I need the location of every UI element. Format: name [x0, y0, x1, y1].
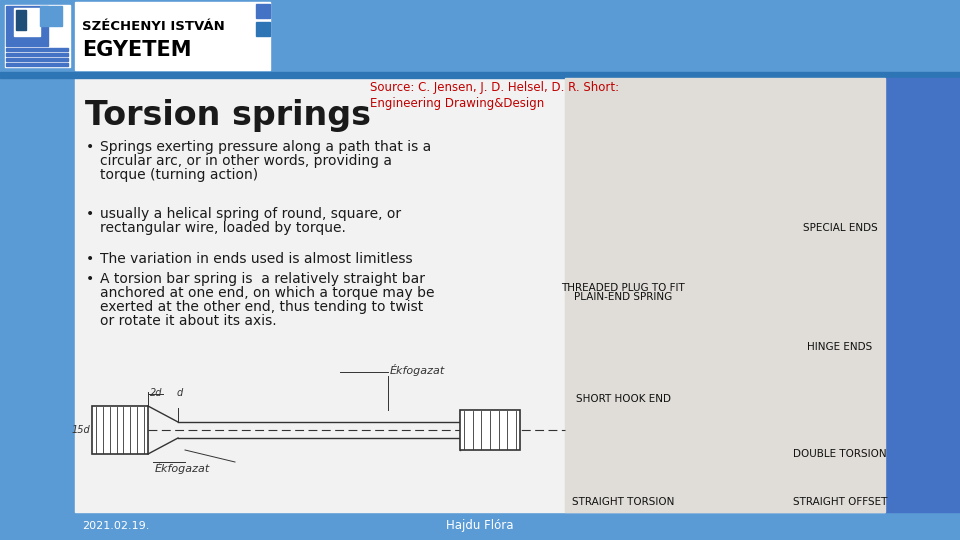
Bar	[6, 63, 68, 66]
Bar	[92, 406, 148, 454]
Text: SPECIAL ENDS: SPECIAL ENDS	[803, 223, 877, 233]
Text: Source: C. Jensen, J. D. Helsel, D. R. Short:: Source: C. Jensen, J. D. Helsel, D. R. S…	[370, 82, 619, 94]
Text: 15d: 15d	[71, 425, 90, 435]
Bar	[5, 5, 70, 67]
Text: d: d	[177, 388, 183, 398]
Bar	[885, 78, 960, 512]
Text: Springs exerting pressure along a path that is a: Springs exerting pressure along a path t…	[100, 140, 431, 154]
Text: exerted at the other end, thus tending to twist: exerted at the other end, thus tending t…	[100, 300, 423, 314]
Text: or rotate it about its axis.: or rotate it about its axis.	[100, 314, 276, 328]
Bar	[16, 10, 26, 30]
Text: Engineering Drawing&Design: Engineering Drawing&Design	[370, 98, 544, 111]
Bar	[6, 58, 68, 61]
Bar	[6, 48, 68, 51]
Bar	[256, 22, 270, 36]
Bar	[2, 2, 73, 70]
Text: usually a helical spring of round, square, or: usually a helical spring of round, squar…	[100, 207, 401, 221]
Bar	[75, 2, 270, 70]
Text: DOUBLE TORSION: DOUBLE TORSION	[793, 449, 887, 459]
Text: •: •	[86, 140, 94, 154]
Text: circular arc, or in other words, providing a: circular arc, or in other words, providi…	[100, 154, 392, 168]
Text: Torsion springs: Torsion springs	[85, 99, 371, 132]
Text: torque (turning action): torque (turning action)	[100, 168, 258, 182]
Bar	[0, 512, 960, 540]
Text: 2021.02.19.: 2021.02.19.	[82, 521, 150, 531]
Text: •: •	[86, 252, 94, 266]
Bar	[40, 6, 62, 26]
Text: A torsion bar spring is  a relatively straight bar: A torsion bar spring is a relatively str…	[100, 272, 425, 286]
Bar	[6, 6, 48, 46]
Text: SZÉCHENYI ISTVÁN: SZÉCHENYI ISTVÁN	[82, 19, 225, 32]
Text: •: •	[86, 207, 94, 221]
Bar	[0, 72, 960, 78]
Bar	[0, 0, 960, 72]
Text: •: •	[86, 272, 94, 286]
Text: SHORT HOOK END: SHORT HOOK END	[575, 394, 670, 404]
Text: PLAIN-END SPRING: PLAIN-END SPRING	[574, 292, 672, 302]
Text: anchored at one end, on which a torque may be: anchored at one end, on which a torque m…	[100, 286, 435, 300]
Bar	[6, 53, 68, 56]
Bar	[565, 78, 885, 512]
Bar	[14, 8, 40, 36]
Text: STRAIGHT TORSION: STRAIGHT TORSION	[572, 497, 674, 507]
Text: Ékfogazat: Ékfogazat	[155, 462, 210, 474]
Text: Ékfogazat: Ékfogazat	[390, 364, 445, 376]
Bar	[256, 4, 270, 18]
Bar	[460, 410, 520, 450]
Text: STRAIGHT OFFSET: STRAIGHT OFFSET	[793, 497, 887, 507]
Text: EGYETEM: EGYETEM	[82, 40, 191, 60]
Text: THREADED PLUG TO FIT: THREADED PLUG TO FIT	[562, 283, 684, 293]
Text: rectangular wire, loaded by torque.: rectangular wire, loaded by torque.	[100, 221, 346, 235]
Text: HINGE ENDS: HINGE ENDS	[807, 342, 873, 352]
Text: 2d: 2d	[150, 388, 162, 398]
Text: Hajdu Flóra: Hajdu Flóra	[446, 519, 514, 532]
Text: The variation in ends used is almost limitless: The variation in ends used is almost lim…	[100, 252, 413, 266]
Bar	[75, 78, 885, 512]
Bar	[0, 78, 75, 540]
